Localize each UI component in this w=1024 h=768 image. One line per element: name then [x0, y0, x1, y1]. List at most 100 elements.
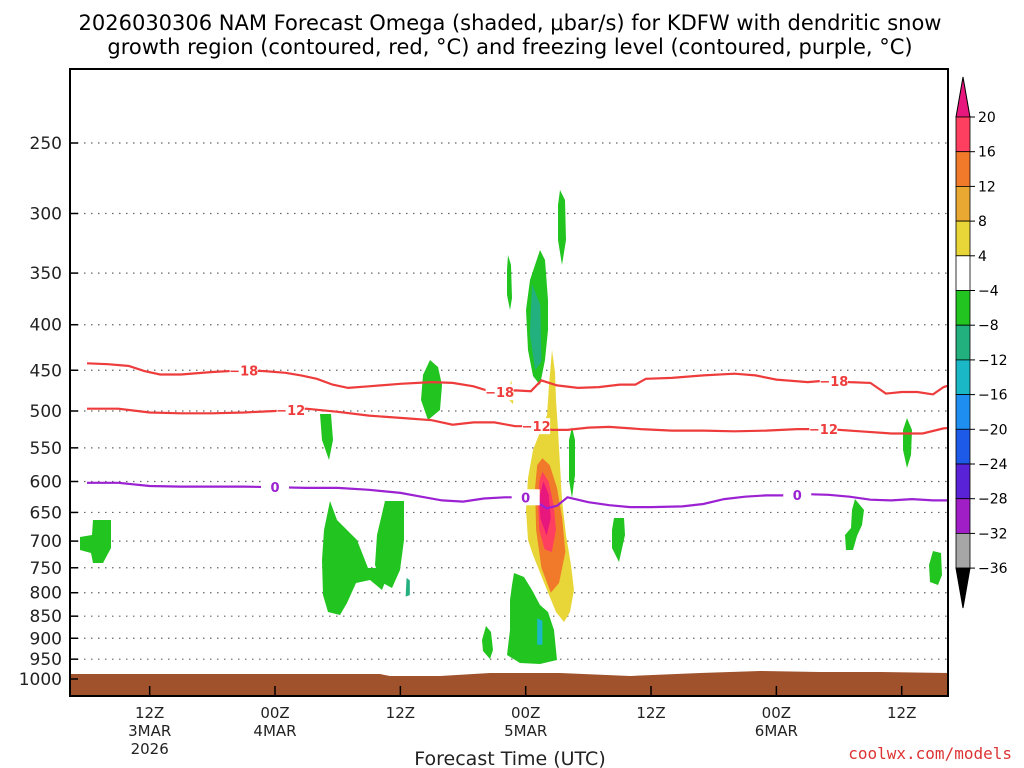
contour-label-freezing_level_0: 0: [270, 481, 279, 496]
omega-region-green: [612, 518, 625, 562]
y-tick-label: 600: [30, 472, 62, 492]
y-tick-label: 800: [30, 584, 62, 604]
omega-region-green: [558, 190, 566, 265]
colorbar-swatch: [955, 116, 971, 153]
colorbar-swatch: [955, 463, 971, 500]
y-tick-label: 450: [30, 361, 62, 381]
colorbar-swatch: [955, 151, 971, 187]
colorbar-label: −32: [978, 526, 1008, 542]
colorbar-swatch: [955, 290, 971, 326]
contour-freezing_level_0: [87, 481, 948, 510]
terrain-ground: [70, 671, 948, 696]
x-tick-label: 6MAR: [755, 722, 798, 740]
colorbar-label: 16: [978, 145, 996, 161]
contour-label-bg: [809, 421, 838, 438]
colorbar-label: −12: [978, 353, 1008, 369]
y-tick-label: 700: [30, 532, 62, 552]
omega-region-green: [507, 573, 557, 664]
chart-title-line1: 2026030306 NAM Forecast Omega (shaded, μ…: [79, 11, 942, 35]
omega-region-green: [482, 626, 493, 659]
colorbar-label: −4: [978, 284, 999, 300]
colorbar-swatch: [955, 428, 971, 465]
y-tick-label: 300: [30, 204, 62, 224]
y-tick-label: 250: [30, 134, 62, 154]
colorbar-top-arrow: [955, 76, 971, 118]
colorbar-swatch: [955, 359, 971, 395]
omega-region-green: [845, 499, 864, 550]
colorbar-swatch: [955, 394, 971, 430]
contour-label-dgz_minus18: −18: [485, 386, 514, 401]
x-tick-label: 12Z: [887, 704, 916, 722]
contour-labels: −18 −18 −18 −12 −12 −12 0 0 0: [229, 362, 848, 506]
x-tick-label: 12Z: [636, 704, 665, 722]
omega-cyan-core-upper: [529, 284, 542, 371]
colorbar-label: −20: [978, 422, 1008, 438]
omega-region-green: [80, 520, 111, 563]
y-tick-label: 950: [30, 650, 62, 670]
chart-title-line2: growth region (contoured, red, °C) and f…: [107, 35, 912, 59]
colorbar-label: −36: [978, 561, 1008, 577]
omega-cyan-core-lower: [405, 577, 410, 597]
plot-frame: [69, 68, 949, 697]
y-axis: 2503003504004505005506006507007508008509…: [19, 134, 78, 690]
x-tick-label: 4MAR: [253, 722, 296, 740]
omega-region-green: [320, 414, 333, 460]
colorbar-bottom-arrow: [955, 567, 971, 609]
y-tick-label: 850: [30, 607, 62, 627]
contour-label-bg: [276, 401, 305, 418]
colorbar-swatch: [955, 498, 971, 534]
credit-text: coolwx.com/models: [848, 744, 1012, 763]
contour-label-bg: [783, 486, 812, 503]
colorbar-label: −24: [978, 457, 1008, 473]
x-axis-label: Forecast Time (UTC): [414, 748, 605, 768]
omega-region-green: [929, 551, 942, 585]
colorbar-label: 4: [978, 249, 987, 265]
omega-region-green: [569, 427, 575, 498]
colorbar-swatch: [955, 533, 971, 569]
contour-label-dgz_minus18: −18: [229, 364, 258, 379]
colorbar-label: 20: [978, 110, 996, 126]
x-tick-label: 2026: [131, 740, 169, 758]
colorbar-swatch: [955, 255, 971, 291]
x-tick-label: 5MAR: [504, 722, 547, 740]
x-tick-label: 00Z: [511, 704, 540, 722]
omega-region-green: [507, 255, 512, 310]
colorbar-label: 8: [978, 214, 987, 230]
colorbar-label: −28: [978, 492, 1008, 508]
colorbar-label: 12: [978, 179, 996, 195]
y-tick-label: 750: [30, 559, 62, 579]
y-tick-label: 500: [30, 402, 62, 422]
y-tick-label: 350: [30, 264, 62, 284]
contour-label-bg: [485, 384, 514, 401]
contour-label-freezing_level_0: 0: [521, 491, 530, 506]
x-tick-label: 00Z: [762, 704, 791, 722]
omega-region-green: [903, 418, 912, 468]
contour-label-dgz_minus18: −18: [819, 375, 848, 390]
y-tick-label: 900: [30, 629, 62, 649]
y-tick-label: 400: [30, 316, 62, 336]
x-tick-label: 3MAR: [128, 722, 171, 740]
x-tick-label: 12Z: [135, 704, 164, 722]
contour-label-bg: [819, 372, 848, 389]
colorbar-swatch: [955, 324, 971, 361]
colorbar-label: −8: [978, 318, 999, 334]
omega-region-green: [322, 501, 387, 615]
omega-cores: [405, 284, 566, 645]
contour-label-bg: [511, 489, 540, 506]
colorbar-label: −16: [978, 388, 1008, 404]
y-tick-label: 1000: [19, 670, 62, 690]
omega-region-green: [375, 501, 404, 588]
colorbar-swatch: [955, 185, 971, 222]
omega-cyan-core-bottom: [537, 618, 543, 645]
contour-label-bg: [522, 418, 551, 435]
contour-label-dgz_minus12: −12: [276, 404, 305, 419]
contour-label-bg: [229, 362, 258, 379]
contour-label-freezing_level_0: 0: [793, 489, 802, 504]
y-tick-label: 650: [30, 503, 62, 523]
x-tick-label: 00Z: [260, 704, 289, 722]
colorbar: 20 16 12 8 4 −4 −8 −12 −16 −20 −24 −28 −32 −36: [955, 76, 1008, 609]
contour-label-dgz_minus12: −12: [522, 420, 551, 435]
contour-label-dgz_minus12: −12: [809, 423, 838, 438]
